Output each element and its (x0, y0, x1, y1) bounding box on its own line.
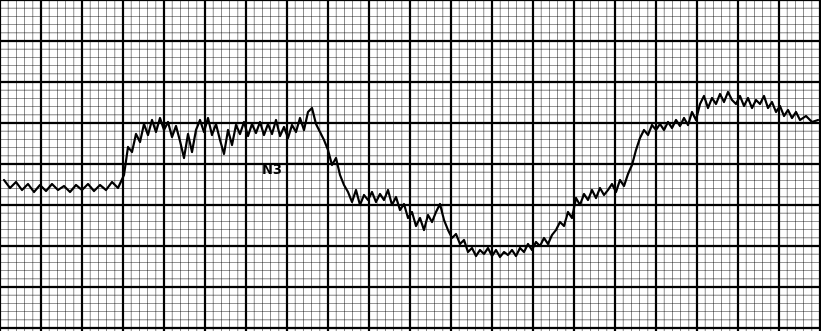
ecg-trace-line (2, 90, 820, 259)
annotation-label: N3 (262, 163, 282, 178)
trace-layer (2, 90, 820, 259)
annotation-layer: N3 (262, 163, 282, 178)
